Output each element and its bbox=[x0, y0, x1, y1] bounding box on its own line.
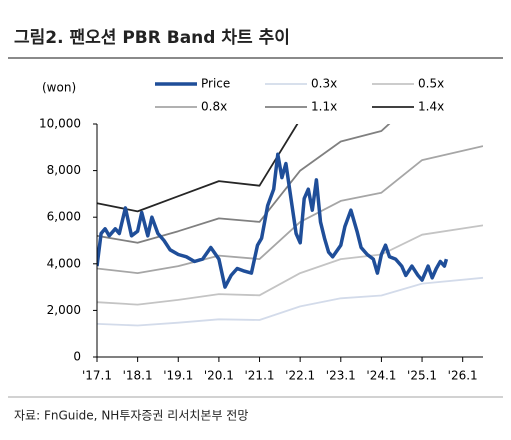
legend-label: 1.4x bbox=[418, 100, 444, 114]
band-line bbox=[97, 124, 299, 213]
x-tick-label: '17.1 bbox=[82, 369, 112, 383]
chart-title: 그림2. 팬오션 PBR Band 차트 추이 bbox=[14, 28, 290, 48]
y-tick-label: 0 bbox=[73, 350, 81, 364]
legend-label: 0.3x bbox=[311, 77, 337, 91]
band-line bbox=[97, 276, 483, 327]
x-tick-label: '20.1 bbox=[204, 369, 234, 383]
source-note: 자료: FnGuide, NH투자증권 리서치본부 전망 bbox=[14, 409, 248, 423]
y-tick-label: 10,000 bbox=[39, 117, 81, 131]
price-line bbox=[97, 152, 449, 289]
legend-label: 0.5x bbox=[418, 77, 444, 91]
x-tick-label: '25.1 bbox=[407, 369, 437, 383]
legend-label: Price bbox=[201, 77, 230, 91]
x-tick-label: '22.1 bbox=[285, 369, 315, 383]
y-tick-label: 2,000 bbox=[47, 303, 81, 317]
x-tick-label: '18.1 bbox=[123, 369, 153, 383]
y-tick-label: 6,000 bbox=[47, 210, 81, 224]
x-tick-label: '23.1 bbox=[326, 369, 356, 383]
band-line bbox=[97, 124, 391, 244]
y-axis-label: (won) bbox=[42, 81, 76, 95]
plot-area bbox=[97, 124, 483, 327]
band-line bbox=[97, 224, 483, 306]
legend-label: 1.1x bbox=[311, 100, 337, 114]
y-tick-label: 4,000 bbox=[47, 256, 81, 270]
y-tick-label: 8,000 bbox=[47, 163, 81, 177]
x-tick-label: '19.1 bbox=[163, 369, 193, 383]
x-tick-label: '26.1 bbox=[448, 369, 478, 383]
band-line bbox=[97, 145, 483, 274]
x-tick-label: '24.1 bbox=[366, 369, 396, 383]
legend-label: 0.8x bbox=[201, 100, 227, 114]
x-tick-label: '21.1 bbox=[245, 369, 275, 383]
